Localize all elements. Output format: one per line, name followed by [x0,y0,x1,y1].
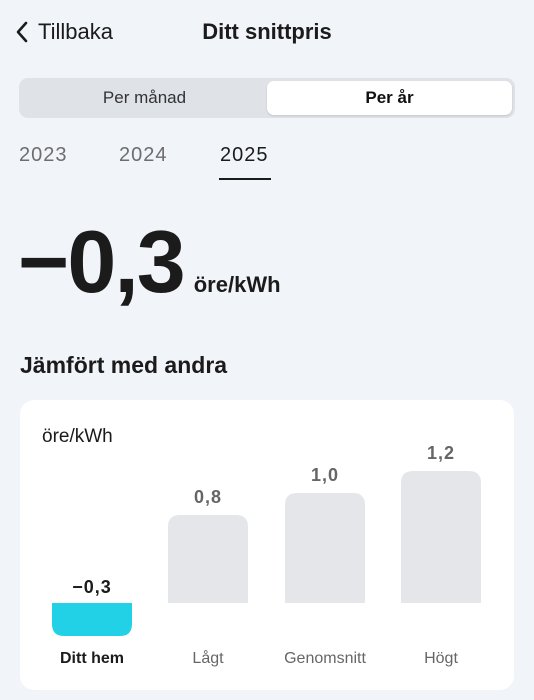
year-tab-2024[interactable]: 2024 [119,144,168,166]
page-title: Ditt snittpris [202,19,332,44]
period-toggle: Per månad Per år [19,78,515,118]
category-label-ditt-hem: Ditt hem [60,650,124,667]
selected-year-underline [219,178,271,180]
value-label-lagt: 0,8 [194,487,222,507]
value-label-genomsnitt: 1,0 [311,465,339,485]
bar-ditt-hem [52,603,132,636]
bar-hogt [401,471,481,603]
value-label-ditt-hem: −0,3 [72,577,112,597]
header: Tillbaka Ditt snittpris [0,0,534,64]
tab-per-month[interactable]: Per månad [102,88,187,107]
back-button[interactable]: Tillbaka [14,18,113,46]
average-price: −0,3 öre/kWh [18,218,281,306]
chart-unit-label: öre/kWh [42,426,113,447]
category-label-lagt: Lågt [192,649,224,667]
value-label-hogt: 1,2 [427,443,455,463]
tab-per-year[interactable]: Per år [267,81,512,115]
bar-genomsnitt [285,493,365,603]
category-label-hogt: Högt [424,650,458,667]
comparison-title: Jämfört med andra [20,352,228,378]
comparison-chart: −0,3 Ditt hem 0,8 Lågt 1,0 Genomsnitt 1,2 Högt [52,443,481,667]
comparison-card: öre/kWh −0,3 Ditt hem 0,8 Lågt 1,0 Genomsnitt… [20,400,514,690]
year-tab-2023[interactable]: 2023 [19,144,68,166]
category-label-genomsnitt: Genomsnitt [284,650,366,667]
bar-lagt [168,515,248,603]
chevron-left-icon [16,21,28,43]
average-price-value: −0,3 [18,212,186,311]
average-price-unit: öre/kWh [193,272,281,297]
year-tab-2025[interactable]: 2025 [220,144,269,166]
back-label: Tillbaka [38,19,113,44]
